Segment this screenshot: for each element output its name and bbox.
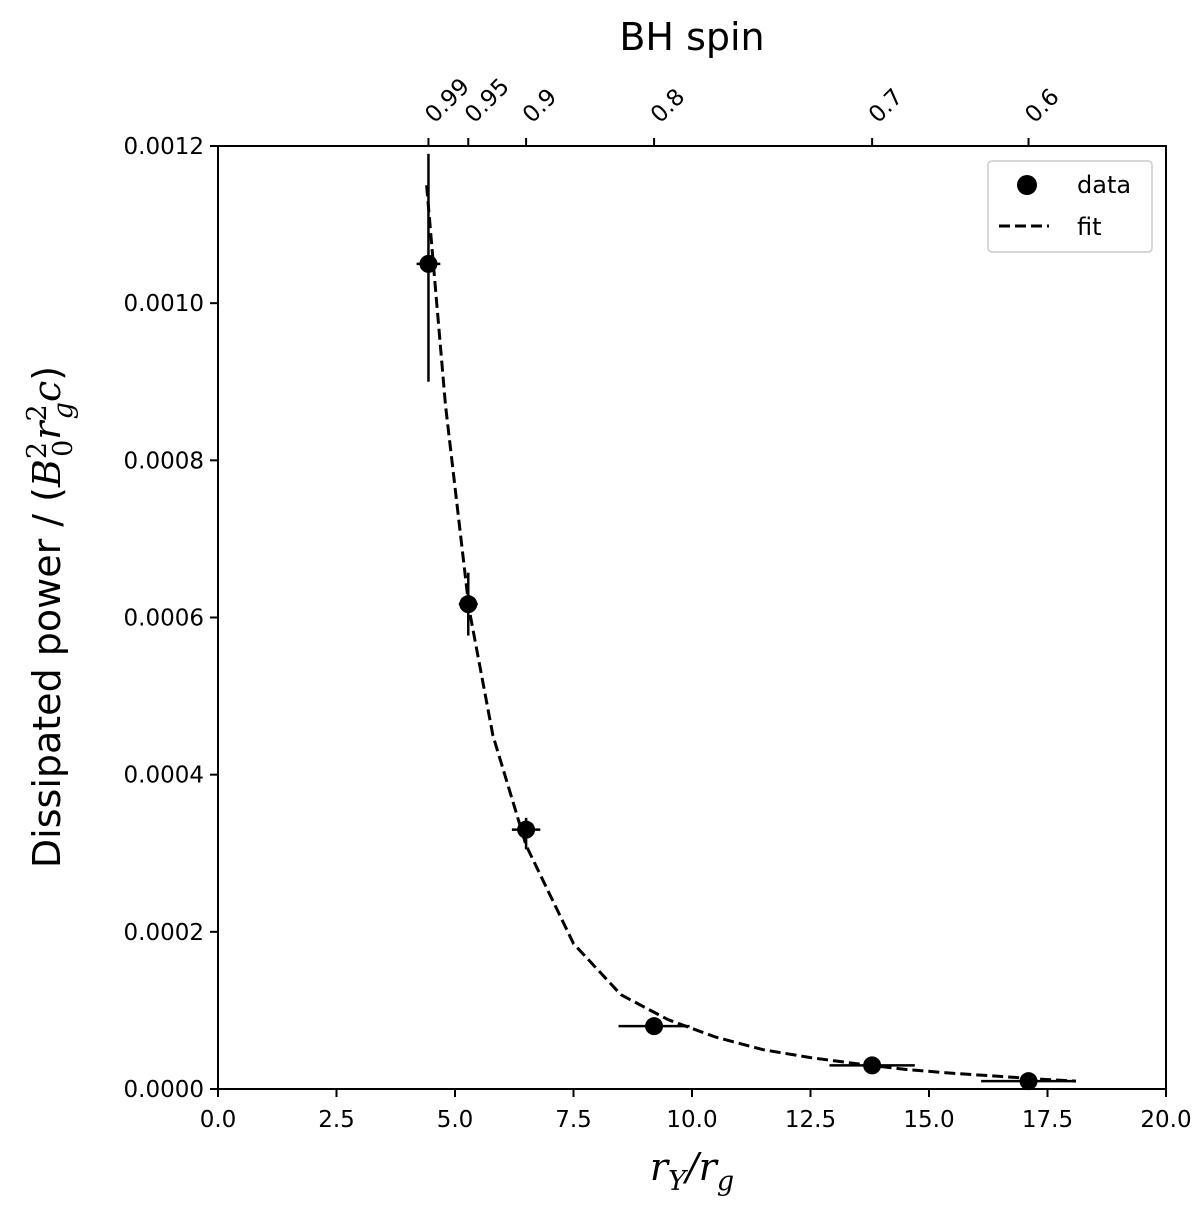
x-tick-label: 15.0 bbox=[903, 1107, 954, 1133]
top-tick-label: 0.8 bbox=[646, 84, 690, 128]
x-axis-ticks: 0.0 2.5 5.0 7.5 10.0 12.5 15.0 17.5 20.0 bbox=[200, 1089, 1192, 1133]
series-layer bbox=[416, 153, 1076, 1091]
fit-line bbox=[425, 185, 1076, 1083]
y-tick-label: 0.0008 bbox=[124, 448, 204, 474]
legend-fit-label: fit bbox=[1077, 213, 1102, 241]
y-tick-label: 0.0004 bbox=[124, 763, 204, 789]
y-tick-label: 0.0010 bbox=[124, 291, 204, 317]
top-axis-title: BH spin bbox=[619, 15, 764, 59]
top-tick-label: 0.99 bbox=[420, 74, 475, 129]
data-point bbox=[1019, 1072, 1038, 1091]
x-tick-label: 2.5 bbox=[318, 1107, 355, 1133]
legend-data-label: data bbox=[1077, 171, 1131, 199]
x-tick-label: 5.0 bbox=[437, 1107, 474, 1133]
x-tick-label: 0.0 bbox=[200, 1107, 237, 1133]
top-tick-label: 0.95 bbox=[460, 74, 515, 129]
top-axis-ticks: 0.990.95 0.9 0.8 0.7 0.6 bbox=[420, 74, 1065, 146]
y-axis-ticks: 0.0000 0.0002 0.0004 0.0006 0.0008 0.0010 0.00… bbox=[124, 134, 218, 1103]
data-point bbox=[459, 595, 478, 614]
data-point bbox=[419, 254, 438, 273]
x-tick-label: 12.5 bbox=[785, 1107, 836, 1133]
y-axis-label: Dissipated power / (B20r2gc) bbox=[22, 366, 79, 868]
top-tick-label: 0.9 bbox=[518, 84, 562, 128]
data-point bbox=[863, 1056, 882, 1075]
top-tick-label: 0.6 bbox=[1020, 84, 1064, 128]
x-axis-label: rY/rg bbox=[650, 1145, 734, 1197]
y-tick-label: 0.0006 bbox=[124, 606, 204, 632]
legend-data-marker bbox=[1017, 175, 1037, 195]
data-point bbox=[517, 820, 536, 839]
y-tick-label: 0.0000 bbox=[124, 1077, 204, 1103]
y-tick-label: 0.0012 bbox=[124, 134, 204, 160]
x-tick-label: 20.0 bbox=[1140, 1107, 1191, 1133]
top-tick-label: 0.7 bbox=[864, 84, 908, 128]
legend: data fit bbox=[987, 160, 1153, 253]
y-tick-label: 0.0002 bbox=[124, 920, 204, 946]
x-tick-label: 17.5 bbox=[1022, 1107, 1073, 1133]
x-tick-label: 7.5 bbox=[555, 1107, 592, 1133]
x-tick-label: 10.0 bbox=[666, 1107, 717, 1133]
plot-frame bbox=[217, 145, 1167, 1090]
data-point bbox=[645, 1017, 664, 1036]
